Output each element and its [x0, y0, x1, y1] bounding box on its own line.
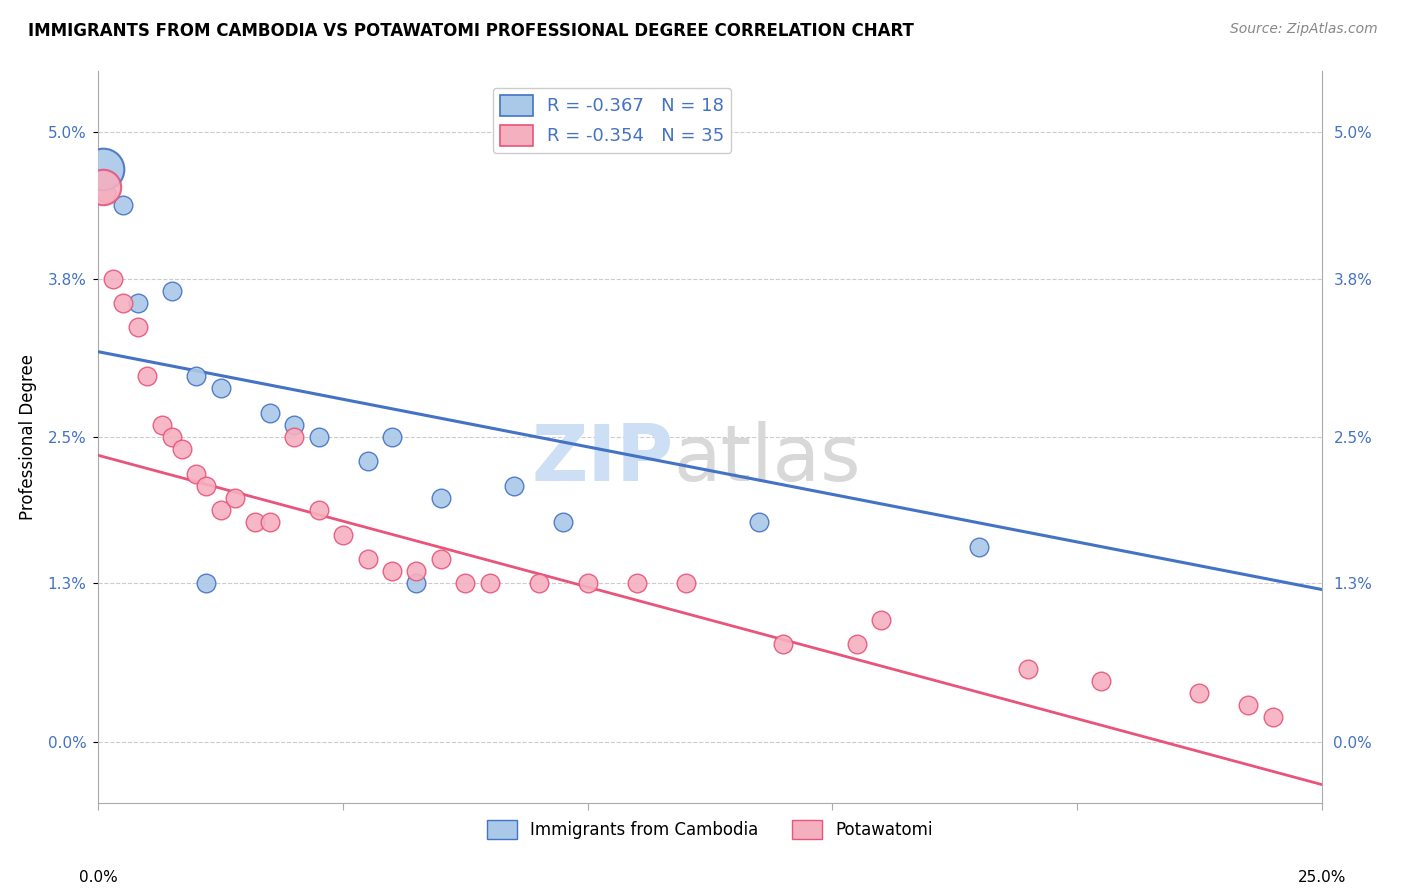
Point	[101, 271, 124, 285]
Point	[1090, 673, 1112, 688]
Point	[454, 576, 477, 591]
Point	[195, 576, 218, 591]
Point	[136, 369, 159, 384]
Point	[209, 503, 232, 517]
Point	[308, 430, 330, 444]
Point	[870, 613, 893, 627]
Point	[503, 479, 526, 493]
Point	[186, 369, 208, 384]
Point	[308, 503, 330, 517]
Point	[243, 516, 266, 530]
Point	[259, 406, 281, 420]
Text: atlas: atlas	[673, 421, 860, 497]
Text: ZIP: ZIP	[531, 421, 673, 497]
Point	[195, 479, 218, 493]
Point	[405, 576, 427, 591]
Point	[430, 552, 453, 566]
Point	[91, 180, 114, 194]
Point	[381, 430, 404, 444]
Point	[127, 320, 149, 334]
Point	[111, 198, 134, 212]
Point	[127, 296, 149, 310]
Point	[381, 564, 404, 578]
Point	[772, 637, 794, 651]
Point	[405, 564, 427, 578]
Point	[160, 284, 183, 298]
Point	[94, 186, 117, 201]
Point	[186, 467, 208, 481]
Point	[1188, 686, 1211, 700]
Point	[626, 576, 648, 591]
Point	[553, 516, 575, 530]
Point	[356, 454, 378, 468]
Point	[1017, 662, 1039, 676]
Point	[111, 296, 134, 310]
Point	[576, 576, 599, 591]
Point	[150, 417, 173, 432]
Point	[209, 381, 232, 395]
Point	[527, 576, 550, 591]
Point	[967, 540, 990, 554]
Point	[283, 430, 305, 444]
Point	[1261, 710, 1284, 724]
Legend: Immigrants from Cambodia, Potawatomi: Immigrants from Cambodia, Potawatomi	[481, 814, 939, 846]
Text: 0.0%: 0.0%	[79, 870, 118, 885]
Point	[259, 516, 281, 530]
Point	[1237, 698, 1260, 713]
Point	[478, 576, 501, 591]
Point	[224, 491, 246, 505]
Text: 25.0%: 25.0%	[1298, 870, 1346, 885]
Point	[170, 442, 193, 457]
Y-axis label: Professional Degree: Professional Degree	[18, 354, 37, 520]
Point	[430, 491, 453, 505]
Point	[332, 527, 354, 541]
Point	[845, 637, 868, 651]
Point	[94, 174, 117, 188]
Point	[748, 516, 770, 530]
Text: IMMIGRANTS FROM CAMBODIA VS POTAWATOMI PROFESSIONAL DEGREE CORRELATION CHART: IMMIGRANTS FROM CAMBODIA VS POTAWATOMI P…	[28, 22, 914, 40]
Text: Source: ZipAtlas.com: Source: ZipAtlas.com	[1230, 22, 1378, 37]
Point	[675, 576, 697, 591]
Point	[283, 417, 305, 432]
Point	[91, 161, 114, 176]
Point	[160, 430, 183, 444]
Point	[356, 552, 378, 566]
